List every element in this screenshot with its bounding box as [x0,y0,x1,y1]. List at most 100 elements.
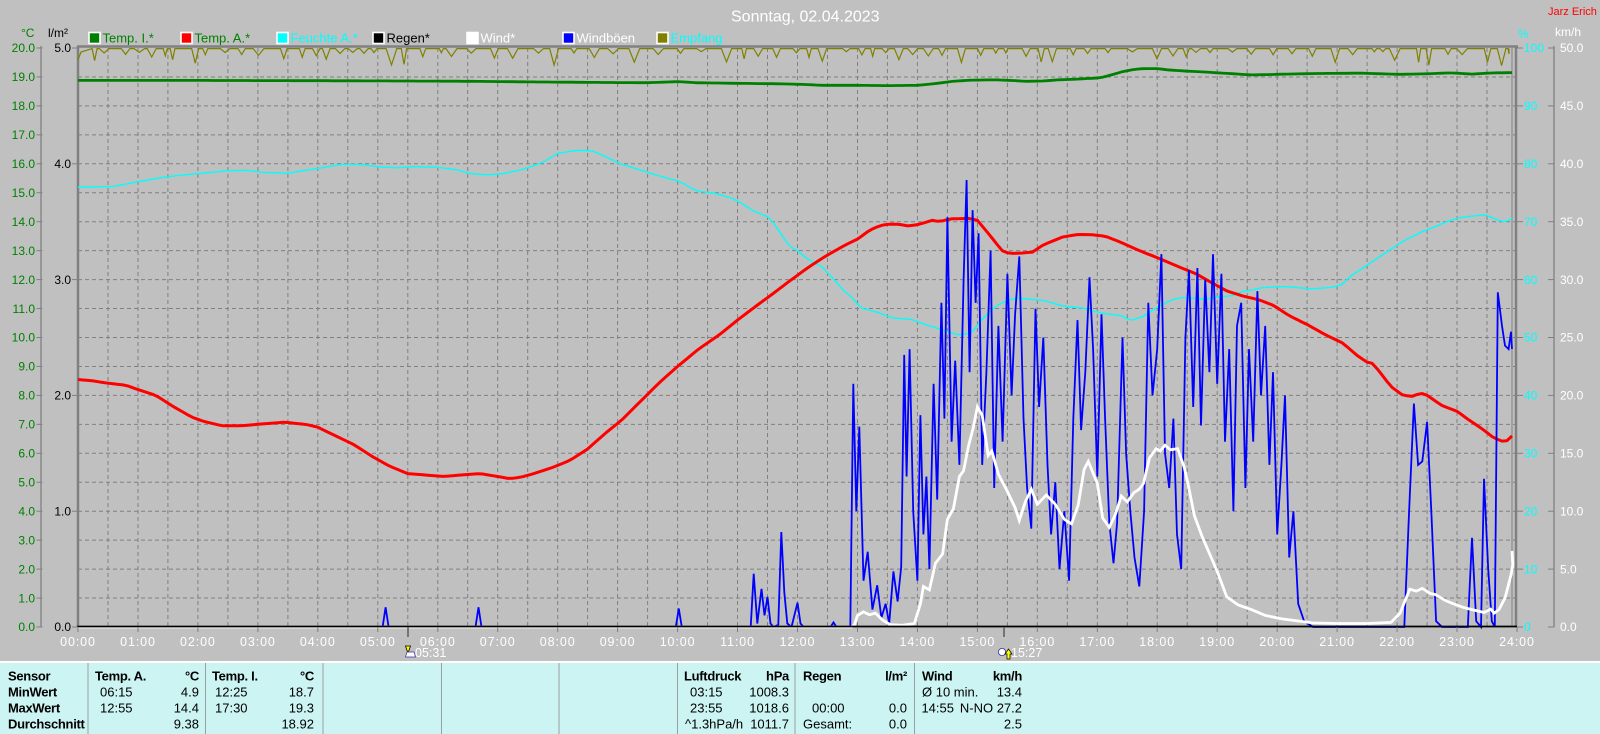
svg-text:Luftdruck: Luftdruck [684,669,742,684]
svg-text:%: % [1518,27,1529,41]
svg-text:09:00: 09:00 [600,635,636,649]
svg-text:20: 20 [1524,504,1538,518]
svg-text:17:30: 17:30 [215,701,248,716]
svg-text:23:00: 23:00 [1439,635,1475,649]
svg-text:14.0: 14.0 [12,215,36,229]
svg-text:10:00: 10:00 [660,635,696,649]
svg-text:7.0: 7.0 [18,418,35,432]
svg-text:0.0: 0.0 [889,717,907,732]
svg-text:03:00: 03:00 [240,635,276,649]
svg-text:23:55: 23:55 [690,701,723,716]
svg-text:l/m²: l/m² [885,669,908,684]
svg-text:°C: °C [300,669,315,684]
svg-text:km/h: km/h [993,669,1023,684]
svg-text:10.0: 10.0 [1560,504,1584,518]
svg-text:9.0: 9.0 [18,360,35,374]
svg-text:19.3: 19.3 [289,701,314,716]
svg-text:hPa: hPa [766,669,790,684]
svg-text:30: 30 [1524,447,1538,461]
svg-text:Sonntag, 02.04.2023: Sonntag, 02.04.2023 [731,9,880,26]
svg-text:MaxWert: MaxWert [8,701,61,716]
svg-text:50: 50 [1524,331,1538,345]
svg-text:22:00: 22:00 [1379,635,1415,649]
svg-text:3.0: 3.0 [54,273,71,287]
svg-text:13:00: 13:00 [840,635,876,649]
svg-text:Temp. I.*: Temp. I.* [103,31,154,46]
svg-text:Wind*: Wind* [481,31,516,46]
svg-text:06:00: 06:00 [420,635,456,649]
svg-text:5.0: 5.0 [1560,562,1577,576]
svg-text:19:00: 19:00 [1199,635,1235,649]
svg-text:Sensor: Sensor [8,669,51,684]
svg-text:05:00: 05:00 [360,635,396,649]
svg-text:3.0: 3.0 [18,533,35,547]
svg-text:0.0: 0.0 [889,701,907,716]
svg-text:0.0: 0.0 [54,620,71,634]
svg-text:9.38: 9.38 [174,717,199,732]
svg-text:km/h: km/h [1555,25,1581,39]
svg-text:24:00: 24:00 [1499,635,1535,649]
svg-text:6.0: 6.0 [18,447,35,461]
svg-text:12.0: 12.0 [12,273,36,287]
svg-text:Regen: Regen [803,669,842,684]
svg-text:07:00: 07:00 [480,635,516,649]
svg-text:0.0: 0.0 [18,620,35,634]
svg-text:MinWert: MinWert [8,685,58,700]
svg-text:10: 10 [1524,562,1538,576]
svg-text:0: 0 [1524,620,1531,634]
svg-text:18.92: 18.92 [281,717,314,732]
svg-text:45.0: 45.0 [1560,99,1584,113]
svg-text:11:00: 11:00 [720,635,755,649]
svg-text:4.0: 4.0 [18,504,35,518]
svg-text:06:15: 06:15 [100,685,133,700]
svg-text:Windböen: Windböen [577,31,636,46]
svg-text:1.0: 1.0 [54,504,71,518]
svg-text:30.0: 30.0 [1560,273,1584,287]
svg-text:Durchschnitt: Durchschnitt [8,717,86,732]
svg-text:80: 80 [1524,157,1538,171]
svg-text:17:00: 17:00 [1079,635,1115,649]
svg-text:11.0: 11.0 [13,302,36,316]
svg-text:Wind: Wind [922,669,953,684]
svg-text:Ø 10 min.: Ø 10 min. [922,685,978,700]
svg-text:1011.7: 1011.7 [750,717,789,732]
svg-text:100: 100 [1524,41,1544,55]
svg-text:70: 70 [1524,215,1538,229]
svg-text:25.0: 25.0 [1560,331,1584,345]
svg-text:4.9: 4.9 [181,685,199,700]
svg-text:16:00: 16:00 [1019,635,1055,649]
svg-text:01:00: 01:00 [120,635,156,649]
svg-text:03:15: 03:15 [690,685,723,700]
svg-text:17.0: 17.0 [12,128,36,142]
svg-text:Jarz Erich: Jarz Erich [1548,6,1597,18]
svg-text:90: 90 [1524,99,1538,113]
svg-text:Gesamt:: Gesamt: [803,717,852,732]
svg-text:05:31: 05:31 [415,646,446,660]
svg-text:15:27: 15:27 [1011,646,1042,660]
svg-text:00:00: 00:00 [812,701,845,716]
svg-text:Temp. A.: Temp. A. [95,669,146,684]
svg-text:N-NO 27.2: N-NO 27.2 [960,701,1022,716]
svg-text:20.0: 20.0 [1560,389,1584,403]
svg-text:10.0: 10.0 [12,331,36,345]
svg-text:Empfang: Empfang [671,31,723,46]
svg-text:Temp. A.*: Temp. A.* [195,31,251,46]
svg-text:12:55: 12:55 [100,701,133,716]
svg-text:21:00: 21:00 [1319,635,1355,649]
svg-text:°C: °C [185,669,200,684]
svg-text:35.0: 35.0 [1560,215,1584,229]
svg-text:12:25: 12:25 [215,685,248,700]
svg-text:0.0: 0.0 [1560,620,1577,634]
svg-text:15.0: 15.0 [12,186,36,200]
svg-text:40: 40 [1524,389,1538,403]
svg-text:l/m²: l/m² [48,26,68,40]
svg-text:20.0: 20.0 [12,41,36,55]
svg-text:14:00: 14:00 [900,635,936,649]
svg-text:Feuchte A.*: Feuchte A.* [291,31,358,46]
svg-text:2.0: 2.0 [18,562,35,576]
svg-text:16.0: 16.0 [12,157,36,171]
svg-text:40.0: 40.0 [1560,157,1584,171]
svg-text:2.0: 2.0 [54,389,71,403]
svg-text:Regen*: Regen* [387,31,430,46]
svg-text:13.0: 13.0 [12,244,36,258]
